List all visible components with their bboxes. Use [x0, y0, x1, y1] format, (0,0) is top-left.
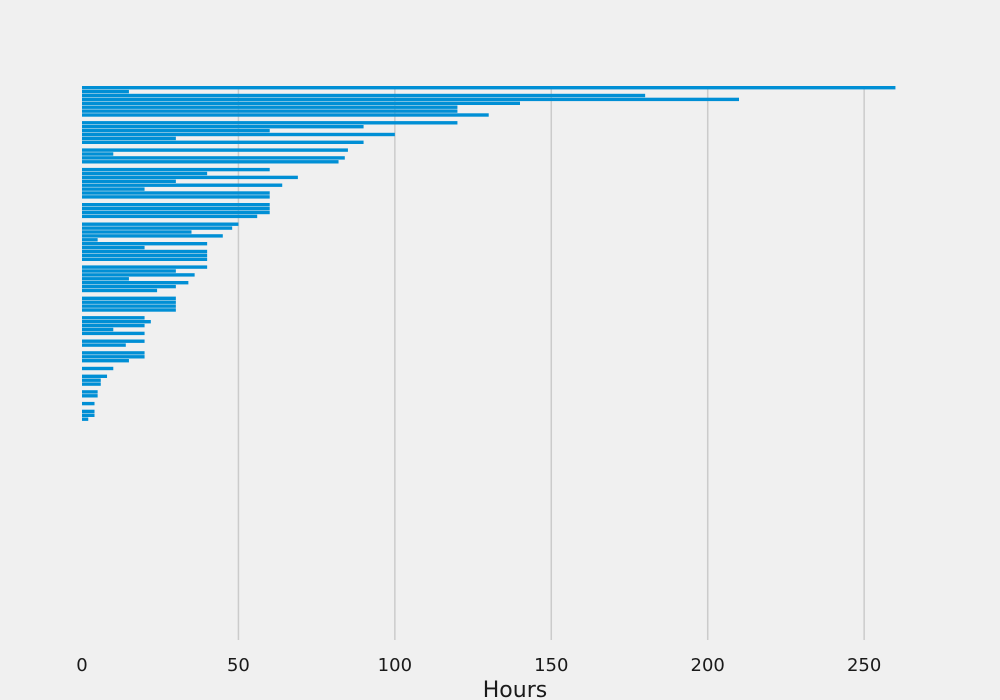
bar-75: [82, 378, 101, 382]
bar-2: [82, 93, 646, 98]
bar-12: [82, 132, 395, 137]
bar-83: [82, 409, 95, 414]
bar-37: [82, 230, 192, 234]
bar-72: [82, 366, 114, 371]
bar-50: [82, 281, 189, 285]
x-tick-label-50: 50: [227, 655, 250, 676]
bar-84: [82, 413, 95, 417]
bar-5: [82, 105, 458, 109]
bar-81: [82, 401, 95, 406]
bar-55: [82, 300, 176, 304]
bar-41: [82, 245, 145, 250]
bar-36: [82, 226, 233, 230]
bar-40: [82, 242, 208, 246]
bar-6: [82, 109, 458, 113]
bar-38: [82, 234, 223, 238]
bar-66: [82, 343, 126, 347]
bar-65: [82, 339, 145, 343]
bar-27: [82, 191, 270, 195]
bar-68: [82, 351, 145, 355]
bar-30: [82, 203, 270, 207]
bar-9: [82, 121, 458, 125]
bar-52: [82, 288, 158, 293]
bar-42: [82, 249, 208, 254]
bar-24: [82, 179, 176, 183]
bar-56: [82, 304, 176, 308]
bar-46: [82, 265, 208, 269]
bar-69: [82, 355, 145, 359]
bar-26: [82, 187, 145, 191]
bar-35: [82, 222, 239, 226]
bar-59: [82, 316, 145, 320]
bar-16: [82, 148, 348, 152]
bar-25: [82, 183, 283, 187]
bar-51: [82, 284, 176, 289]
bar-0: [82, 86, 896, 90]
bar-62: [82, 327, 114, 332]
bar-31: [82, 206, 270, 211]
x-axis-label: Hours: [483, 678, 547, 700]
bar-23: [82, 175, 298, 180]
bar-10: [82, 125, 364, 129]
bar-60: [82, 320, 151, 324]
x-tick-label-0: 0: [76, 655, 87, 676]
bar-57: [82, 308, 176, 312]
bar-17: [82, 152, 114, 156]
x-tick-label-200: 200: [691, 655, 725, 676]
bar-44: [82, 257, 208, 261]
bar-79: [82, 394, 98, 398]
bar-47: [82, 269, 176, 273]
x-tick-label-100: 100: [378, 655, 412, 676]
x-tick-label-250: 250: [847, 655, 881, 676]
bar-11: [82, 128, 270, 133]
bars: [82, 86, 896, 421]
bar-74: [82, 374, 108, 378]
bar-4: [82, 101, 520, 105]
bar-49: [82, 277, 129, 281]
bar-54: [82, 296, 176, 300]
bar-22: [82, 171, 208, 176]
bar-7: [82, 113, 489, 117]
x-tick-labels: 0 50 100 150 200 250: [76, 655, 881, 676]
bar-61: [82, 323, 145, 328]
bar-48: [82, 273, 195, 277]
bar-14: [82, 140, 364, 144]
bar-21: [82, 167, 270, 172]
bar-76: [82, 382, 101, 386]
bar-63: [82, 331, 145, 336]
bar-1: [82, 89, 129, 94]
bar-43: [82, 253, 208, 258]
bar-18: [82, 156, 345, 160]
bar-33: [82, 214, 258, 219]
bar-3: [82, 97, 739, 102]
bar-70: [82, 359, 129, 363]
bar-28: [82, 195, 270, 199]
bar-32: [82, 210, 270, 215]
x-tick-label-150: 150: [534, 655, 568, 676]
bar-39: [82, 238, 98, 242]
bar-19: [82, 160, 339, 164]
bar-78: [82, 390, 98, 394]
bar-13: [82, 136, 176, 141]
bar-85: [82, 417, 89, 421]
